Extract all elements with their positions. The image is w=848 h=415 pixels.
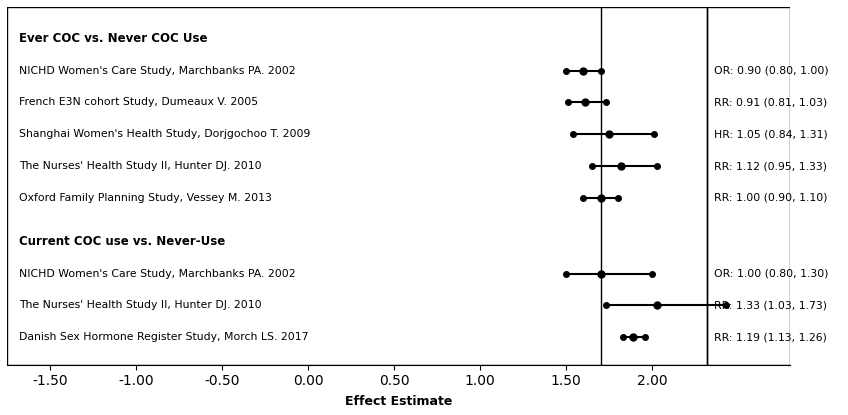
Bar: [7, 7, 707, 365]
Text: NICHD Women's Care Study, Marchbanks PA. 2002: NICHD Women's Care Study, Marchbanks PA.…: [19, 269, 296, 278]
Text: Current COC use vs. Never-Use: Current COC use vs. Never-Use: [19, 235, 226, 248]
Text: The Nurses' Health Study II, Hunter DJ. 2010: The Nurses' Health Study II, Hunter DJ. …: [19, 300, 262, 310]
Text: Ever COC vs. Never COC Use: Ever COC vs. Never COC Use: [19, 32, 208, 45]
Text: French E3N cohort Study, Dumeaux V. 2005: French E3N cohort Study, Dumeaux V. 2005: [19, 98, 258, 107]
Text: OR: 0.90 (0.80, 1.00): OR: 0.90 (0.80, 1.00): [714, 66, 828, 76]
Bar: [707, 7, 790, 365]
X-axis label: Effect Estimate: Effect Estimate: [345, 395, 452, 408]
Text: Oxford Family Planning Study, Vessey M. 2013: Oxford Family Planning Study, Vessey M. …: [19, 193, 272, 203]
Text: Shanghai Women's Health Study, Dorjgochoo T. 2009: Shanghai Women's Health Study, Dorjgocho…: [19, 129, 310, 139]
Text: RR: 0.91 (0.81, 1.03): RR: 0.91 (0.81, 1.03): [714, 98, 828, 107]
Text: The Nurses' Health Study II, Hunter DJ. 2010: The Nurses' Health Study II, Hunter DJ. …: [19, 161, 262, 171]
Text: Danish Sex Hormone Register Study, Morch LS. 2017: Danish Sex Hormone Register Study, Morch…: [19, 332, 309, 342]
Text: RR: 1.12 (0.95, 1.33): RR: 1.12 (0.95, 1.33): [714, 161, 828, 171]
Text: RR: 1.19 (1.13, 1.26): RR: 1.19 (1.13, 1.26): [714, 332, 827, 342]
Text: HR: 1.05 (0.84, 1.31): HR: 1.05 (0.84, 1.31): [714, 129, 828, 139]
Text: OR: 1.00 (0.80, 1.30): OR: 1.00 (0.80, 1.30): [714, 269, 828, 278]
Text: NICHD Women's Care Study, Marchbanks PA. 2002: NICHD Women's Care Study, Marchbanks PA.…: [19, 66, 296, 76]
Text: RR: 1.33 (1.03, 1.73): RR: 1.33 (1.03, 1.73): [714, 300, 828, 310]
Text: RR: 1.00 (0.90, 1.10): RR: 1.00 (0.90, 1.10): [714, 193, 828, 203]
